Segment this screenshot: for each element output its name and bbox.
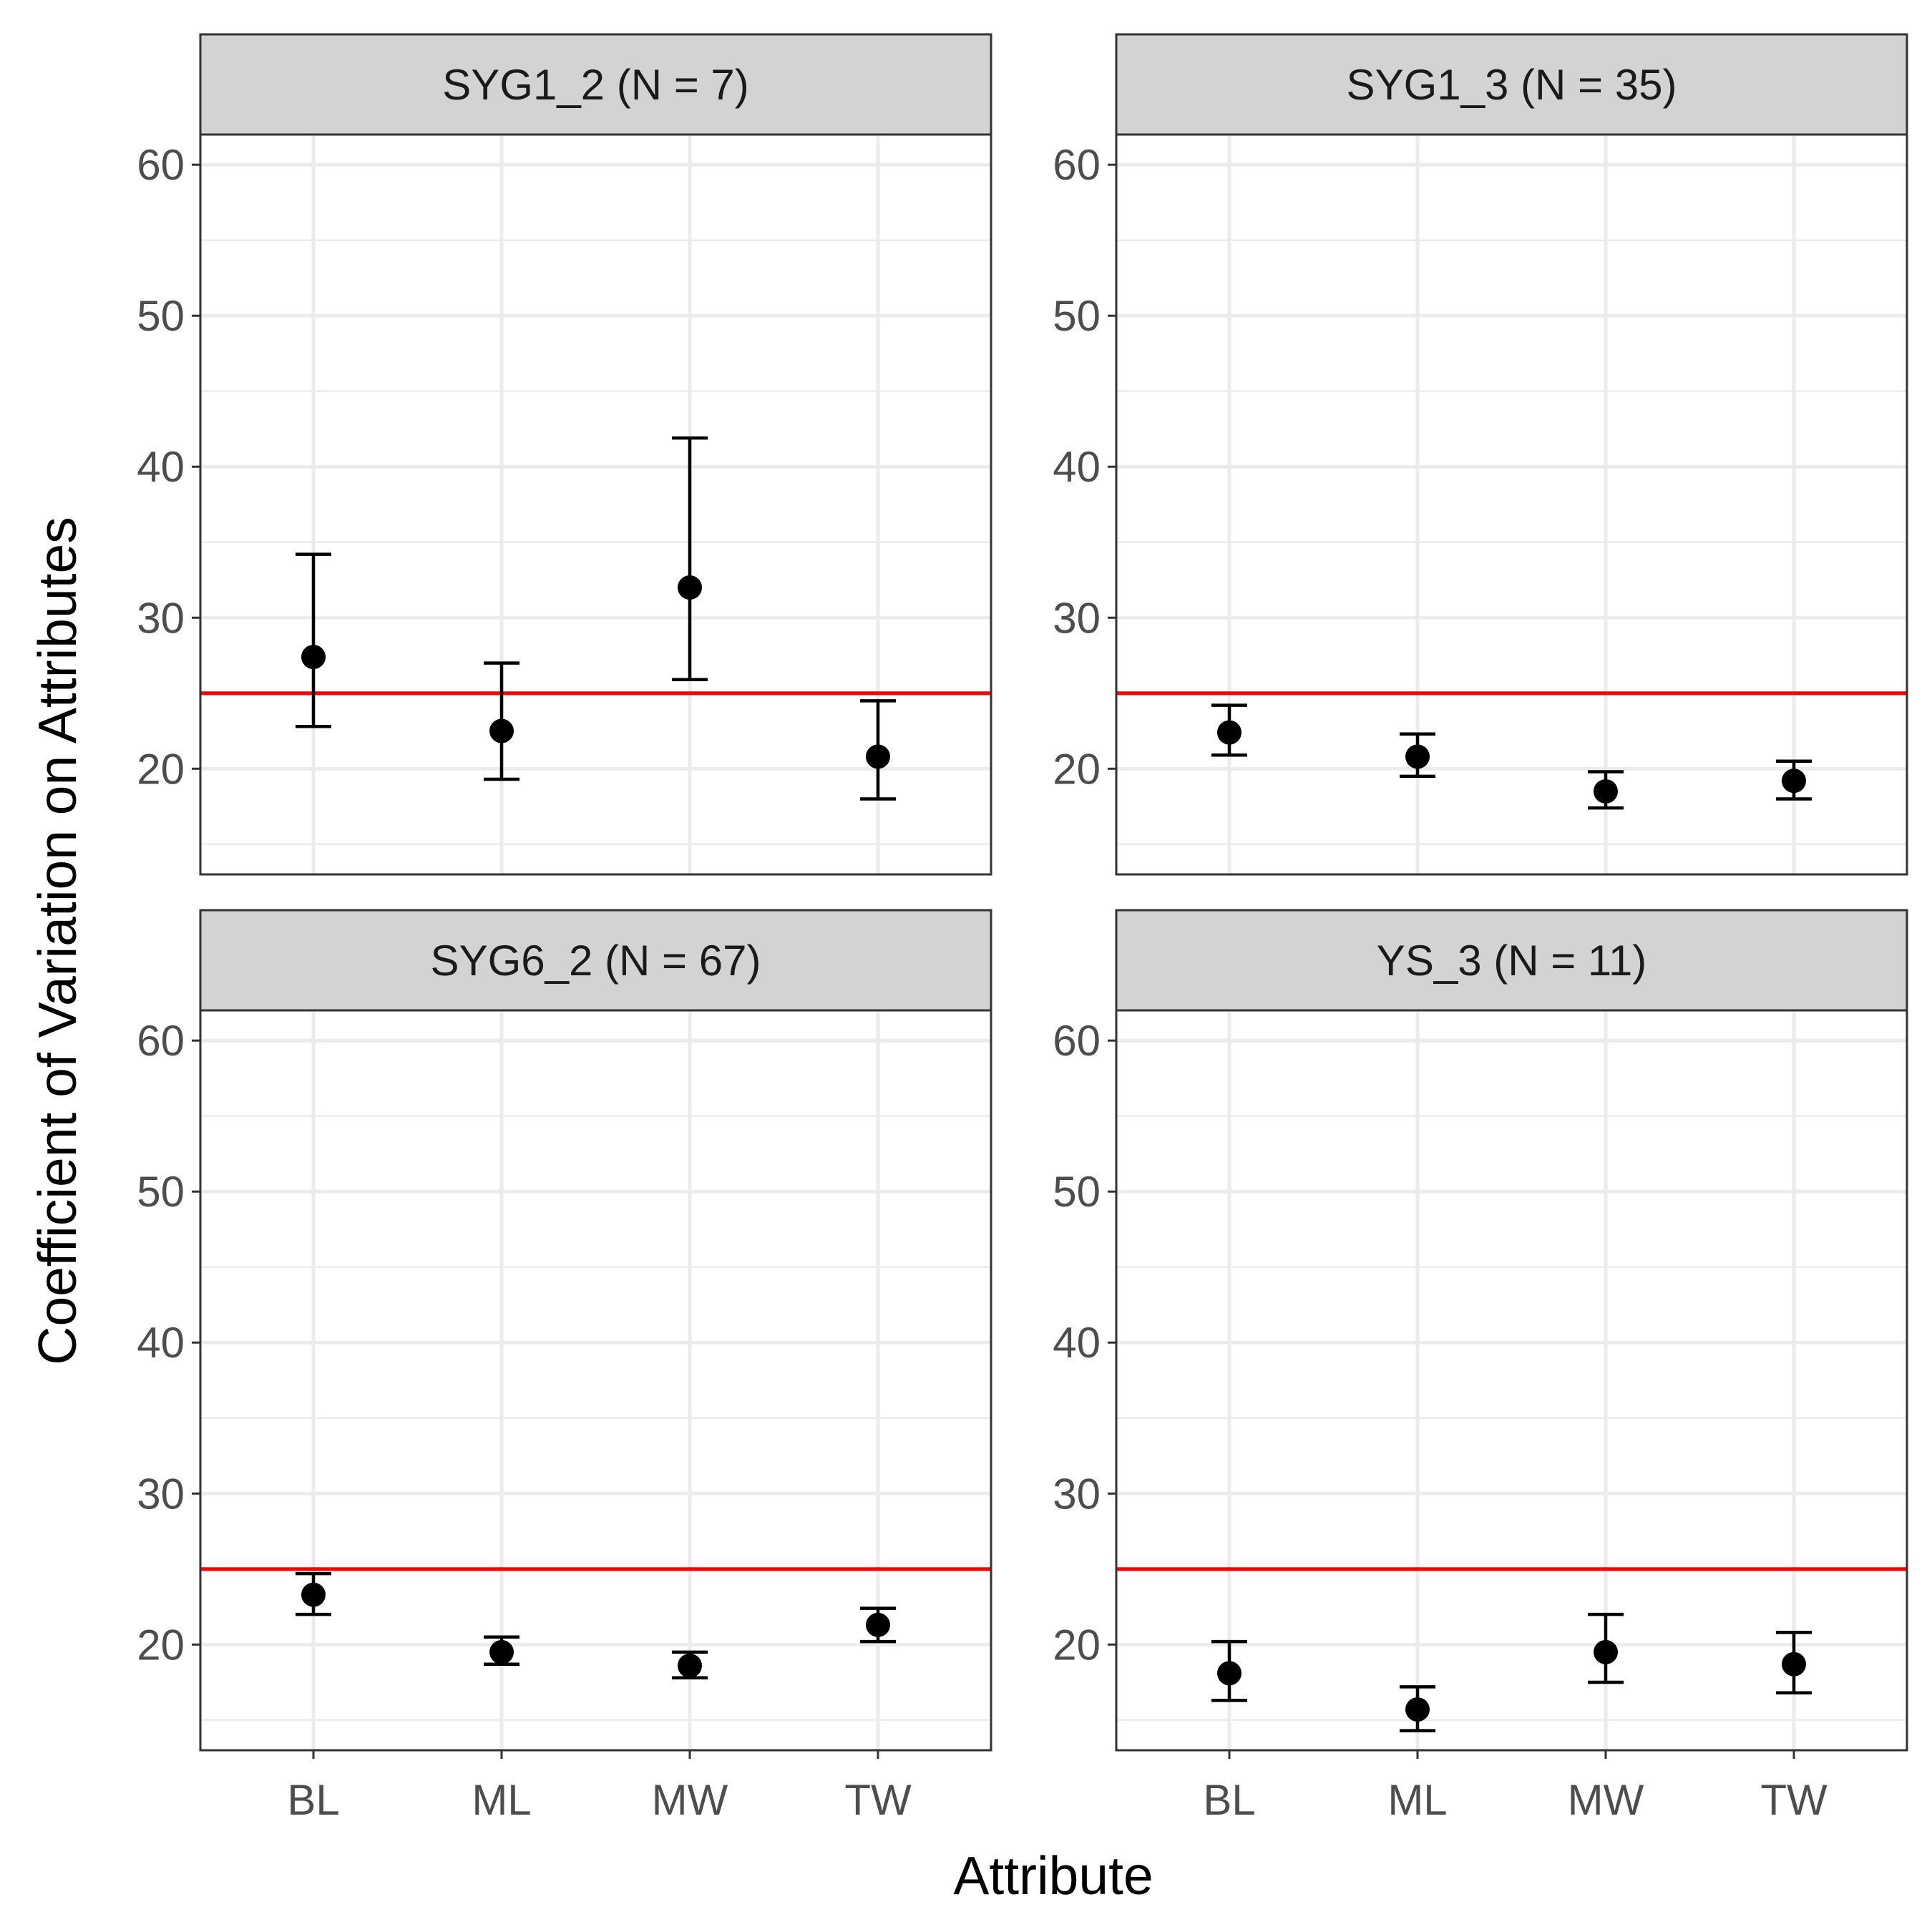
y-tick-label: 40 [137, 1319, 185, 1367]
data-point [865, 1612, 890, 1637]
y-tick-label: 60 [137, 141, 185, 189]
x-tick-label: BL [1203, 1776, 1255, 1824]
data-point [1217, 720, 1242, 745]
panel-strip [199, 909, 992, 1012]
panel-title: SYG1_3 (N = 35) [1347, 61, 1677, 109]
panel-title: SYG1_2 (N = 7) [442, 61, 749, 109]
panel-border [199, 1009, 992, 1752]
x-tick-label: TW [844, 1776, 912, 1824]
panel-title: YS_3 (N = 11) [1377, 937, 1646, 985]
data-point [301, 645, 326, 670]
data-point [1405, 744, 1430, 769]
y-tick-label: 50 [137, 1168, 185, 1216]
panel-border [1115, 133, 1908, 876]
y-tick-label: 50 [137, 292, 185, 340]
panel-border [1115, 1009, 1908, 1752]
panel-background [1116, 1010, 1907, 1750]
panel-strip [199, 33, 992, 136]
y-tick-label: 60 [137, 1017, 185, 1065]
data-point [489, 718, 514, 743]
y-tick-label: 60 [1053, 141, 1101, 189]
x-tick-label: ML [1387, 1776, 1447, 1824]
y-tick-label: 30 [1053, 594, 1101, 642]
y-tick-label: 30 [137, 1470, 185, 1518]
data-point [1217, 1661, 1242, 1686]
y-tick-label: 20 [137, 1621, 185, 1669]
y-tick-label: 30 [1053, 1470, 1101, 1518]
data-point [489, 1639, 514, 1664]
data-point [865, 744, 890, 769]
x-axis-title: Attribute [953, 1845, 1153, 1906]
panel-background [1116, 135, 1907, 874]
x-tick-label: TW [1760, 1776, 1828, 1824]
y-tick-label: 40 [137, 443, 185, 491]
y-axis-title: Coefficient of Variation on Attributes [27, 517, 87, 1365]
y-tick-label: 20 [1053, 745, 1101, 793]
x-tick-label: MW [652, 1776, 728, 1824]
y-tick-label: 60 [1053, 1017, 1101, 1065]
y-tick-label: 40 [1053, 443, 1101, 491]
data-point [1781, 769, 1806, 794]
y-tick-label: 50 [1053, 1168, 1101, 1216]
y-tick-label: 40 [1053, 1319, 1101, 1367]
x-tick-label: BL [287, 1776, 339, 1824]
data-point [1405, 1697, 1430, 1722]
x-tick-label: MW [1568, 1776, 1644, 1824]
panel-border [199, 133, 992, 876]
data-point [677, 575, 702, 600]
panel-background [200, 135, 991, 874]
y-tick-label: 20 [137, 745, 185, 793]
y-tick-label: 20 [1053, 1621, 1101, 1669]
data-point [1781, 1652, 1806, 1677]
data-point [677, 1653, 702, 1678]
y-tick-label: 30 [137, 594, 185, 642]
data-point [301, 1582, 326, 1607]
panel-2: SYG1_3 (N = 35) 20 30 40 50 60 [1053, 33, 1908, 876]
panel-1: SYG1_2 (N = 7) 20 30 40 50 60 [137, 33, 992, 876]
panel-title: SYG6_2 (N = 67) [431, 937, 761, 985]
panel-strip [1115, 909, 1908, 1012]
panel-3: SYG6_2 (N = 67) 20 30 40 50 60 BL ML MW TW [137, 909, 992, 1824]
panel-background [200, 1010, 991, 1750]
x-tick-label: ML [472, 1776, 531, 1824]
data-point [1593, 1639, 1618, 1664]
data-point [1593, 779, 1618, 804]
y-tick-label: 50 [1053, 292, 1101, 340]
panel-4: YS_3 (N = 11) 20 30 40 50 60 BL ML MW TW [1053, 909, 1908, 1824]
